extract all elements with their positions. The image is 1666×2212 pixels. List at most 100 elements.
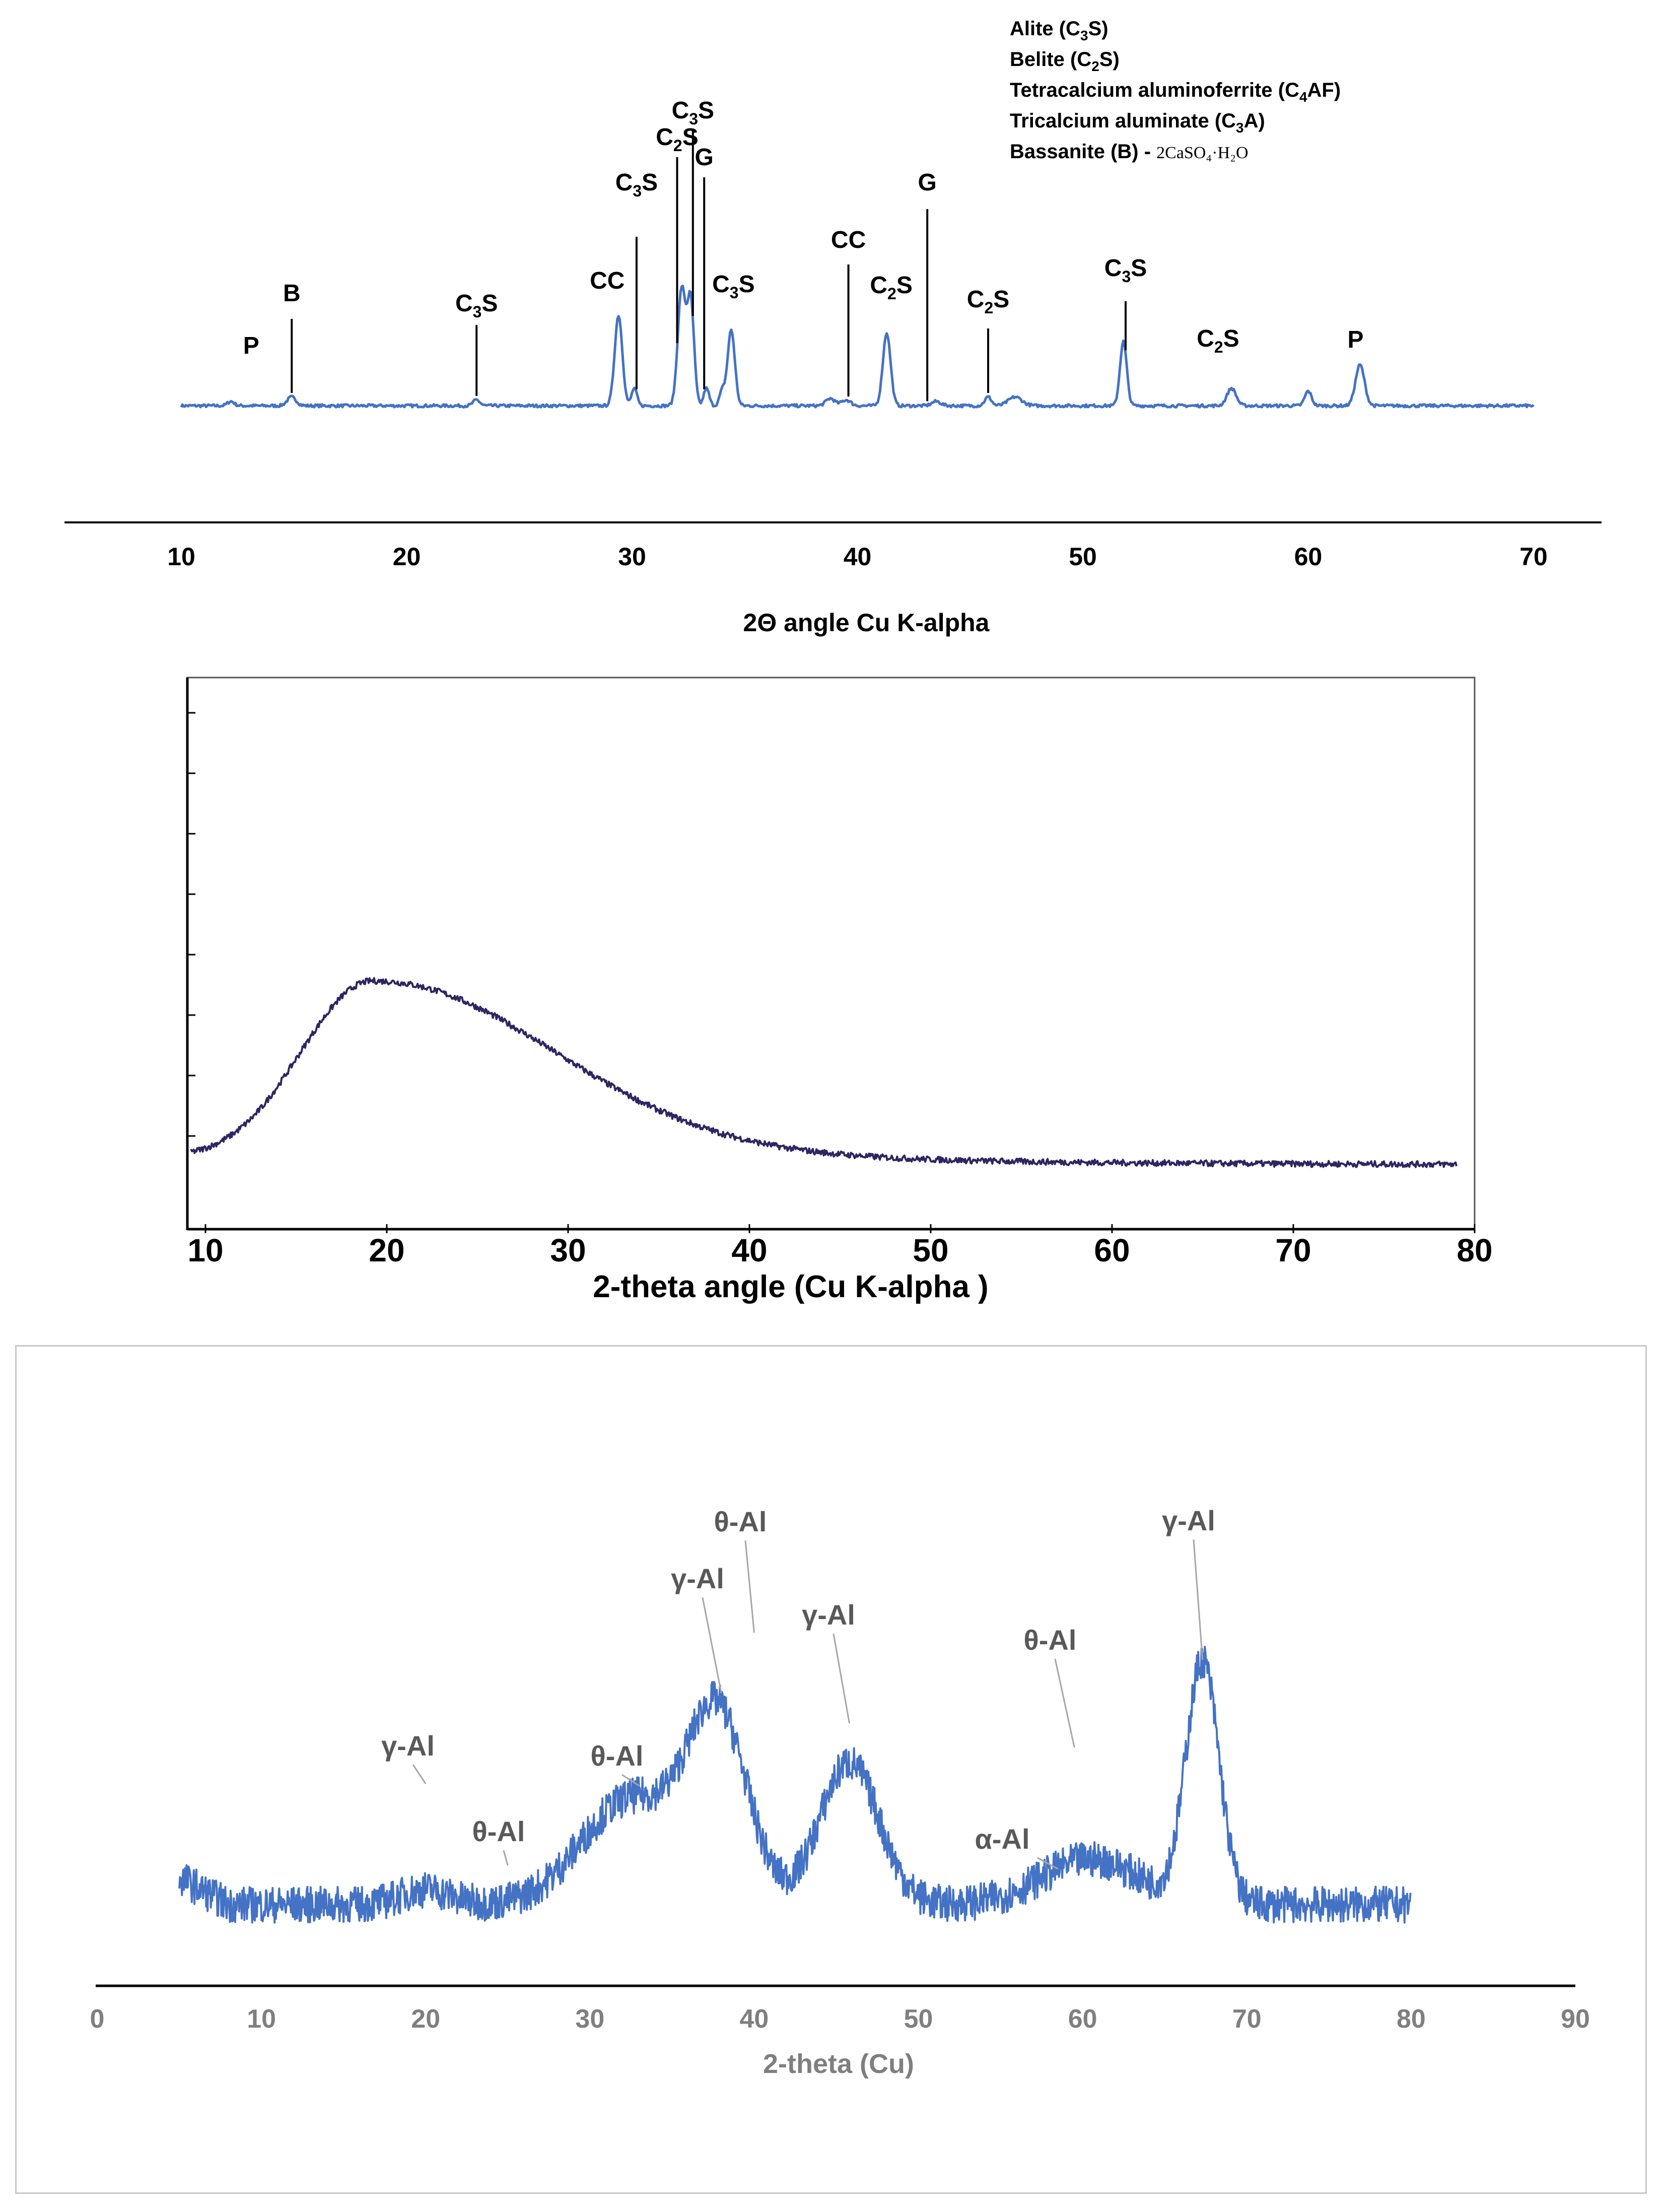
x-axis-title: 2-theta angle (Cu K-alpha ) xyxy=(593,1269,988,1304)
x-tick-label: 60 xyxy=(1068,2004,1097,2034)
peak-annotation: θ-Al xyxy=(591,1740,644,1787)
peak-annotation: γ-Al xyxy=(802,1599,855,1724)
peak-annotation: θ-Al xyxy=(472,1816,525,1866)
peak-annotation: C3S xyxy=(1104,255,1147,351)
x-tick-label: 30 xyxy=(575,2004,604,2034)
x-tick-label: 50 xyxy=(904,2004,933,2034)
amorphous-xrd-chart: 10 20 30 40 50 60 70 80 2-theta angle (Cu K-alph… xyxy=(0,665,1666,1320)
x-tick-label: 10 xyxy=(187,1232,223,1268)
peak-annotation: γ-Al xyxy=(1162,1505,1215,1660)
peak-label: P xyxy=(243,332,259,359)
peak-label: θ-Al xyxy=(714,1506,767,1537)
alumina-xrd-svg: 0 10 20 30 40 50 60 70 80 90 2-theta (Cu) γ-Al θ-Al θ… xyxy=(90,1505,1590,2079)
x-tick-label: 50 xyxy=(913,1232,948,1268)
peak-label: θ-Al xyxy=(1024,1624,1077,1656)
peak-label: G xyxy=(695,144,714,171)
x-tick-label: 10 xyxy=(167,543,195,571)
x-tick-label: 70 xyxy=(1275,1232,1311,1268)
peak-annotation: α-Al xyxy=(975,1823,1059,1870)
x-tick-label: 80 xyxy=(1397,2004,1426,2034)
x-tick-label: 30 xyxy=(550,1232,586,1268)
x-tick-label: 70 xyxy=(1232,2004,1262,2034)
peak-annotation: C2S xyxy=(656,124,699,344)
peak-label: C3S xyxy=(712,271,754,302)
peak-leader-line xyxy=(702,1597,722,1694)
peak-leader-line xyxy=(744,1540,755,1633)
peak-annotation: C2S xyxy=(1197,325,1239,356)
legend-entry: Belite (C2S) xyxy=(1010,48,1120,74)
peak-annotation: G xyxy=(695,144,714,389)
peak-label: CC xyxy=(590,267,624,294)
x-tick-label: 20 xyxy=(411,2004,440,2034)
peak-annotation: C2S xyxy=(870,272,912,303)
legend-entry: Bassanite (B) - 2CaSO₄·H₂O xyxy=(1010,141,1248,163)
amorphous-xrd-svg: 10 20 30 40 50 60 70 80 2-theta angle (Cu K-alph… xyxy=(186,677,1493,1304)
x-tick-label: 0 xyxy=(90,2004,105,2034)
peak-leader-line xyxy=(1037,1857,1059,1870)
peak-label: γ-Al xyxy=(802,1599,855,1631)
peak-leader-line xyxy=(412,1764,427,1784)
x-tick-label: 60 xyxy=(1094,1232,1130,1268)
peak-label: α-Al xyxy=(975,1823,1029,1855)
x-tick-label: 60 xyxy=(1294,543,1323,571)
cement-xrd-svg: 10 20 30 40 50 60 70 2Θ angle Cu K-alpha Alite (… xyxy=(64,18,1602,637)
legend-entry: Alite (C3S) xyxy=(1010,18,1108,43)
peak-annotation: γ-Al xyxy=(671,1563,724,1694)
peak-label: C2S xyxy=(870,272,912,303)
x-tick-label: 50 xyxy=(1069,543,1097,571)
peak-leader-line xyxy=(832,1633,851,1724)
peak-annotation: P xyxy=(243,332,259,359)
x-tick-label: 20 xyxy=(369,1232,404,1268)
x-tick-label: 10 xyxy=(247,2004,276,2034)
x-tick-label: 40 xyxy=(844,543,872,571)
peak-leader-line xyxy=(1193,1539,1204,1660)
x-tick-label: 20 xyxy=(393,543,421,571)
peak-label: C2S xyxy=(1197,325,1239,356)
peak-label: C2S xyxy=(967,286,1009,317)
peak-label: C2S xyxy=(656,124,698,155)
alumina-xrd-chart: 0 10 20 30 40 50 60 70 80 90 2-theta (Cu) γ-Al θ-Al θ… xyxy=(0,1320,1666,2212)
x-axis-title: 2Θ angle Cu K-alpha xyxy=(743,609,990,637)
peak-label: G xyxy=(918,169,937,196)
peak-annotation: γ-Al xyxy=(381,1730,435,1784)
cement-xrd-chart: 10 20 30 40 50 60 70 2Θ angle Cu K-alpha Alite (… xyxy=(0,0,1666,665)
legend-entry: Tetracalcium aluminoferrite (C4AF) xyxy=(1010,79,1341,105)
peak-annotation: CC xyxy=(831,227,866,397)
series-line xyxy=(178,1645,1412,1924)
peak-annotation: P xyxy=(1347,326,1363,353)
peak-label: γ-Al xyxy=(1162,1505,1215,1536)
x-axis-title: 2-theta (Cu) xyxy=(763,2049,914,2079)
peak-label: θ-Al xyxy=(591,1740,644,1772)
x-tick-label: 30 xyxy=(618,543,646,571)
legend-entry: Tricalcium aluminate (C3A) xyxy=(1010,110,1265,136)
peak-annotation: C3S xyxy=(712,271,754,302)
peak-annotation: θ-Al xyxy=(714,1506,767,1633)
peak-annotation: C3S xyxy=(615,169,658,389)
peak-annotation: B xyxy=(283,280,301,393)
peak-leader-line xyxy=(1054,1658,1075,1748)
plot-frame xyxy=(186,677,1476,1230)
peak-label: C3S xyxy=(672,97,714,128)
peak-label: θ-Al xyxy=(472,1816,525,1847)
series-line xyxy=(180,285,1535,409)
peak-label: B xyxy=(283,280,301,307)
peak-annotation: C2S xyxy=(967,286,1009,393)
peak-annotation: CC xyxy=(590,267,624,294)
peak-label: C3S xyxy=(1104,255,1147,286)
peak-label: γ-Al xyxy=(381,1730,435,1762)
series-line xyxy=(190,977,1457,1168)
peak-label: C3S xyxy=(455,290,498,321)
peak-annotation: θ-Al xyxy=(1024,1624,1077,1748)
x-tick-label: 40 xyxy=(731,1232,767,1268)
peak-label: C3S xyxy=(615,169,658,200)
peak-annotation: C3S xyxy=(455,290,498,396)
peak-label: P xyxy=(1347,326,1363,353)
peak-annotation: C3S xyxy=(672,97,714,316)
peak-leader-line xyxy=(503,1850,509,1866)
x-tick-label: 40 xyxy=(740,2004,769,2034)
x-tick-label: 80 xyxy=(1456,1232,1492,1268)
peak-annotation: G xyxy=(918,169,937,401)
peak-label: CC xyxy=(831,227,866,253)
peak-leader-line xyxy=(621,1774,640,1787)
x-tick-label: 90 xyxy=(1561,2004,1590,2034)
